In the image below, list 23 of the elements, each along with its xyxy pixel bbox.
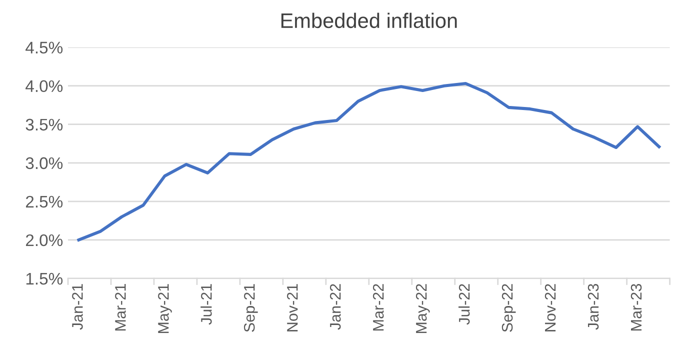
y-tick-label: 4.0%	[26, 80, 63, 92]
x-tick-label: Sep-22	[502, 284, 516, 332]
x-tick-label: Sep-21	[244, 284, 258, 332]
x-tick-label: May-21	[158, 284, 172, 334]
x-tick-label: Nov-22	[544, 284, 556, 332]
y-tick-label: 3.5%	[26, 118, 63, 131]
x-tick-label: Jan-22	[330, 284, 341, 330]
chart-title: Embedded inflation	[281, 12, 457, 28]
line-series	[77, 82, 661, 242]
x-tick-label: Jul-21	[200, 284, 212, 325]
x-tick-label: Mar-21	[115, 284, 126, 330]
y-tick-label: 2.0%	[26, 234, 63, 246]
x-tick-label: Mar-22	[372, 284, 384, 330]
y-tick-label: 3.0%	[26, 157, 63, 170]
x-tick-label: Jul-22	[458, 284, 470, 325]
x-tick-label: Jan-23	[588, 284, 599, 330]
y-tick-label: 1.5%	[26, 272, 63, 285]
x-tick-label: Nov-21	[286, 284, 298, 332]
x-tick-label: May-22	[416, 284, 430, 334]
y-tick-label: 4.5%	[26, 42, 63, 54]
x-tick-label: Jan-21	[72, 284, 83, 330]
y-tick-label: 2.5%	[26, 196, 63, 208]
x-tick-label: Mar-23	[630, 284, 642, 330]
